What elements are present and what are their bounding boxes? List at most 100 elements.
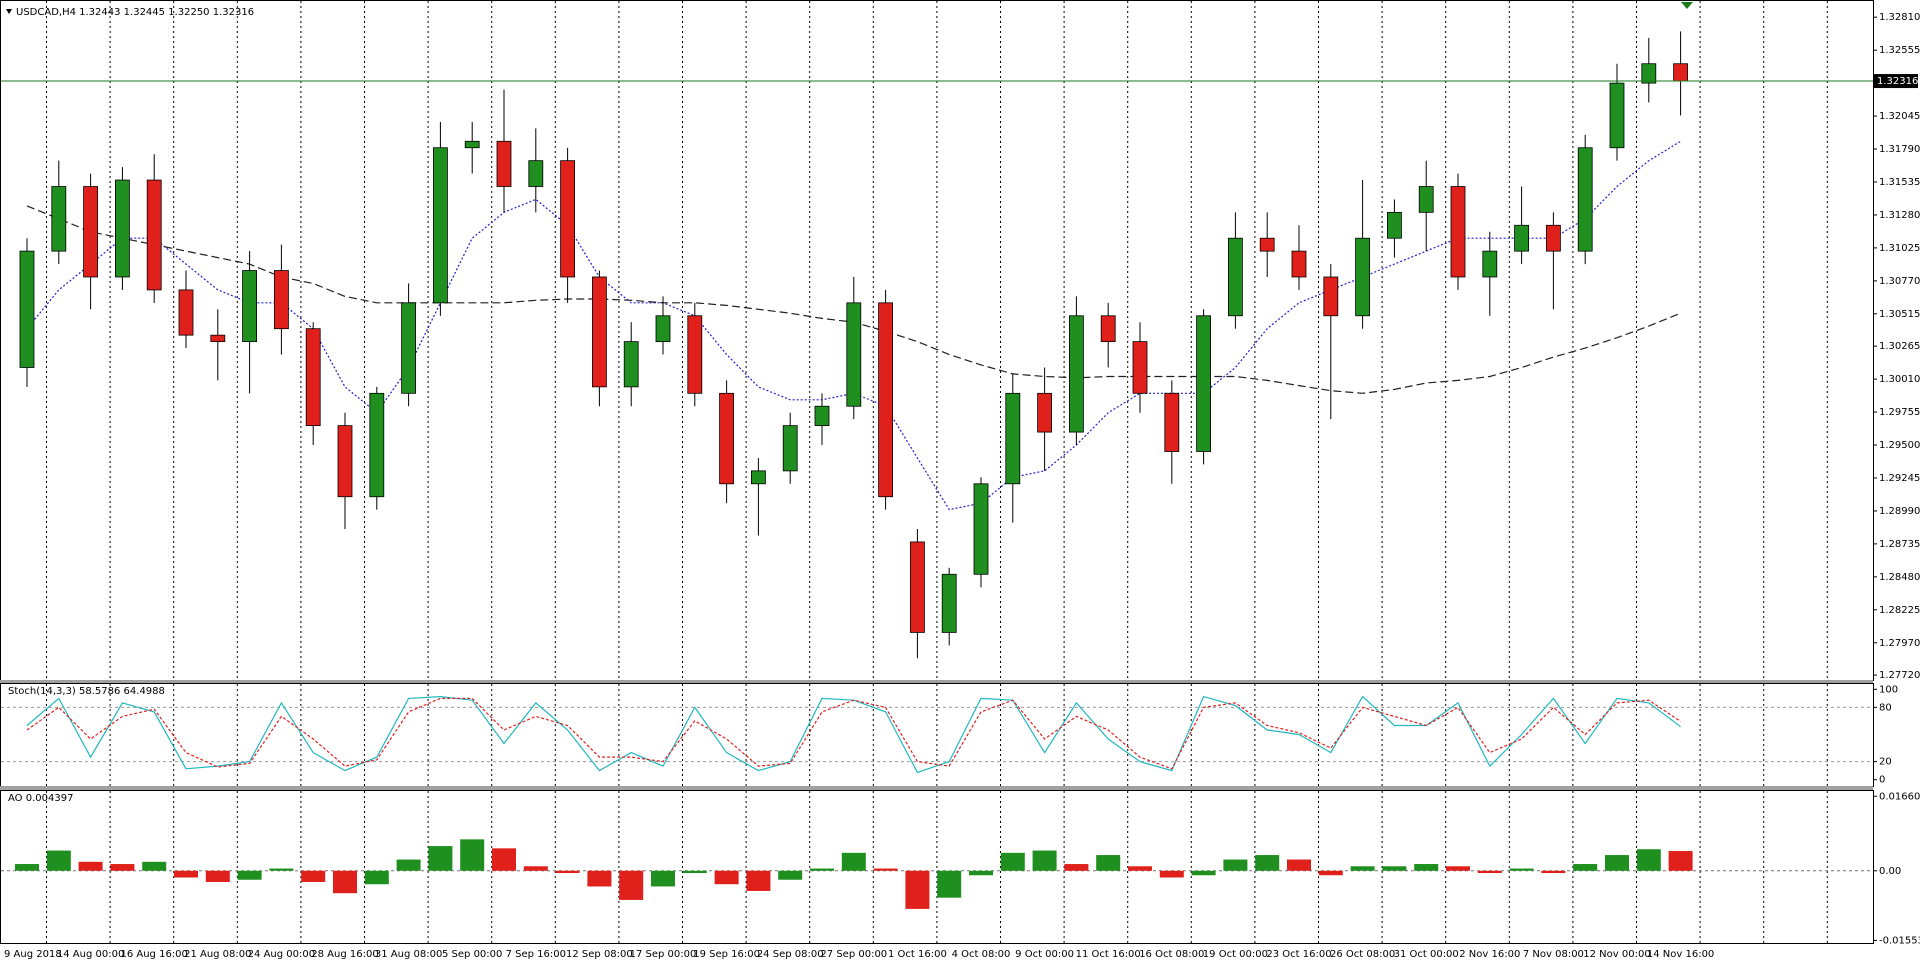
y-tick-label: 20 xyxy=(1879,757,1892,768)
stoch-line xyxy=(26,695,1681,774)
ao-bar xyxy=(428,846,453,871)
ao-bar xyxy=(1159,870,1184,878)
ao-bar xyxy=(301,870,326,882)
x-tick-label: 9 Aug 2018 xyxy=(4,949,62,960)
candle-body xyxy=(1609,82,1625,149)
ao-title: AO 0.004397 xyxy=(8,793,73,804)
ao-bar xyxy=(174,870,198,878)
candle-body xyxy=(178,289,194,336)
candle-body xyxy=(1641,63,1657,84)
ao-bar xyxy=(396,859,421,871)
ao-bar xyxy=(778,870,803,880)
x-tick-label: 14 Nov 16:00 xyxy=(1647,949,1714,960)
x-tick-label: 16 Oct 08:00 xyxy=(1139,949,1204,960)
ao-bar xyxy=(555,870,580,874)
x-tick-label: 7 Nov 08:00 xyxy=(1523,949,1584,960)
y-tick-label: 0 xyxy=(1879,775,1885,786)
candle-body xyxy=(1228,237,1243,317)
main-title: USDCAD,H4 1.32443 1.32445 1.32250 1.3231… xyxy=(16,7,254,18)
candle-body xyxy=(273,270,289,330)
ao-bar xyxy=(15,864,39,871)
price-marker-arrow xyxy=(1681,2,1693,9)
y-tick-label: -0.01553 xyxy=(1879,935,1920,946)
x-tick-label: 17 Sep 00:00 xyxy=(630,949,697,960)
candle-body xyxy=(146,179,162,291)
ao-bar xyxy=(1605,855,1629,871)
ao-bar xyxy=(1350,866,1375,871)
y-tick-label: 1.28480 xyxy=(1879,572,1920,583)
y-tick-label: 1.30770 xyxy=(1879,276,1920,287)
x-tick-label: 19 Sep 16:00 xyxy=(693,949,760,960)
y-tick-label: 1.28225 xyxy=(1879,605,1920,616)
candle-body xyxy=(1482,250,1498,278)
ao-bar xyxy=(1128,866,1152,871)
x-tick-label: 24 Aug 00:00 xyxy=(248,949,315,960)
ao-bar xyxy=(1191,870,1216,876)
candle-body xyxy=(432,147,448,304)
candle-body xyxy=(1291,250,1307,278)
candle-body xyxy=(655,315,671,343)
y-tick-label: 1.30265 xyxy=(1879,341,1920,352)
y-tick-label: 1.31790 xyxy=(1879,144,1920,155)
current-price-label: 1.32316 xyxy=(1877,76,1918,87)
y-tick-label: 1.29245 xyxy=(1879,473,1920,484)
ao-bar xyxy=(1477,870,1502,874)
ao-bar xyxy=(1096,855,1121,871)
candle-body xyxy=(592,276,607,388)
y-tick-label: 1.29500 xyxy=(1879,440,1920,451)
x-tick-label: 19 Oct 00:00 xyxy=(1203,949,1268,960)
candle-body xyxy=(878,302,893,498)
ao-bar xyxy=(269,868,294,871)
ao-bar xyxy=(587,870,612,887)
candle-body xyxy=(496,140,512,187)
ao-bar xyxy=(841,852,866,871)
candle-body xyxy=(719,392,734,485)
candle-body xyxy=(1259,237,1275,252)
candle-body xyxy=(210,334,226,343)
ao-bar xyxy=(1318,870,1343,876)
candle-body xyxy=(1355,237,1370,317)
candle-body xyxy=(1069,315,1084,433)
ao-bar xyxy=(46,850,71,871)
candle-body xyxy=(242,270,258,343)
y-tick-label: 1.28990 xyxy=(1879,506,1920,517)
y-tick-label: 1.31535 xyxy=(1879,177,1920,188)
candle-body xyxy=(305,328,321,427)
x-tick-label: 12 Nov 00:00 xyxy=(1583,949,1650,960)
ao-bar xyxy=(237,870,262,880)
y-tick-label: 100 xyxy=(1879,684,1898,695)
candle-body xyxy=(1514,224,1529,252)
candle-body xyxy=(401,302,417,394)
ao-bar xyxy=(1000,852,1025,871)
x-tick-label: 31 Aug 08:00 xyxy=(375,949,442,960)
stoch-title: Stoch(14,3,3) 58.5786 64.4988 xyxy=(8,686,165,697)
y-tick-label: 0.016603 xyxy=(1879,791,1920,802)
x-tick-label: 2 Nov 16:00 xyxy=(1459,949,1520,960)
ao-bar xyxy=(937,870,962,898)
ao-bar xyxy=(714,870,739,885)
candle-body xyxy=(1196,315,1211,452)
candle-body xyxy=(751,470,766,485)
candle-body xyxy=(1164,392,1180,452)
candle-body xyxy=(1132,341,1148,394)
ao-bar xyxy=(1255,855,1280,871)
candle-body xyxy=(19,250,35,368)
candle-body xyxy=(560,160,575,278)
candle-body xyxy=(1577,147,1593,252)
candle-body xyxy=(1037,392,1052,433)
x-tick-label: 1 Oct 16:00 xyxy=(888,949,947,960)
candle-body xyxy=(910,541,925,633)
ao-bar xyxy=(1287,859,1311,871)
ao-bar xyxy=(1223,859,1248,871)
ao-bar xyxy=(1032,850,1057,871)
ao-bar xyxy=(1541,870,1566,874)
ao-bar xyxy=(78,861,103,871)
ao-bar xyxy=(1636,849,1661,871)
candle-body xyxy=(115,179,130,278)
title-arrow xyxy=(6,9,12,14)
candle-body xyxy=(1673,63,1688,82)
x-tick-label: 14 Aug 00:00 xyxy=(57,949,124,960)
x-tick-label: 26 Oct 08:00 xyxy=(1330,949,1395,960)
ao-bar xyxy=(810,868,834,871)
